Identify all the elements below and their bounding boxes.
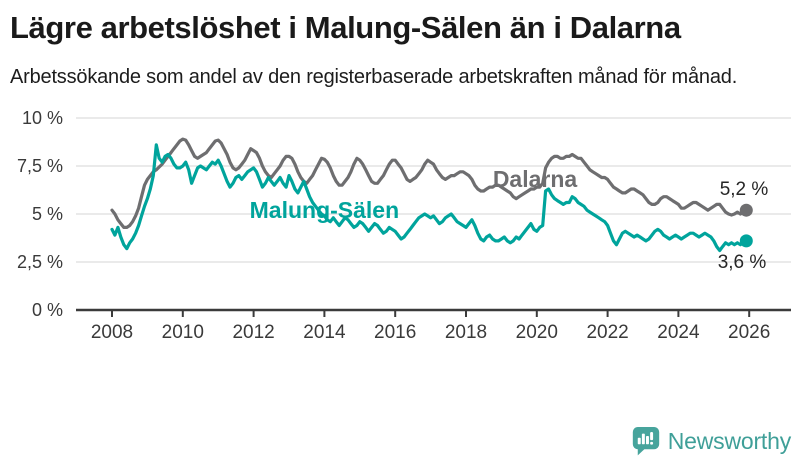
chart-title: Lägre arbetslöshet i Malung-Sälen än i D…	[10, 10, 681, 45]
series-end-dot	[739, 203, 753, 217]
series-end-value-label: 5,2 %	[720, 179, 769, 200]
y-axis-label: 0 %	[32, 300, 63, 320]
series-name-label: Malung-Sälen	[250, 197, 400, 223]
newsworthy-wordmark: Newsworthy	[667, 427, 791, 454]
y-axis-label: 5 %	[32, 204, 63, 224]
series-name-label: Dalarna	[493, 166, 578, 192]
newsworthy-bubble-chart-icon	[632, 427, 659, 456]
x-axis-label: 2020	[516, 322, 558, 343]
series-end-dot	[739, 234, 753, 248]
x-axis-label: 2010	[162, 322, 204, 343]
x-axis-label: 2014	[303, 322, 346, 343]
y-axis-label: 10 %	[22, 108, 63, 128]
x-axis-label: 2016	[374, 322, 416, 343]
series-line-dalarna	[110, 137, 748, 230]
line-chart: 10 % 7,5 % 5 % 2,5 % 0 % 2008 2010 2012 2014 2016…	[17, 108, 791, 343]
x-axis-label: 2026	[728, 322, 770, 343]
chart-subtitle: Arbetssökande som andel av den registerb…	[10, 66, 738, 89]
x-axis-label: 2022	[586, 322, 628, 343]
newsworthy-logo: Newsworthy	[632, 426, 791, 456]
x-axis-label: 2008	[91, 322, 133, 343]
series-line-malung-s-len	[110, 143, 748, 253]
y-axis-label: 7,5 %	[17, 156, 63, 176]
y-axis-label: 2,5 %	[17, 252, 63, 272]
x-axis-label: 2024	[657, 322, 700, 343]
x-axis-label: 2012	[232, 322, 274, 343]
series-end-value-label: 3,6 %	[718, 252, 767, 273]
x-axis-label: 2018	[445, 322, 487, 343]
